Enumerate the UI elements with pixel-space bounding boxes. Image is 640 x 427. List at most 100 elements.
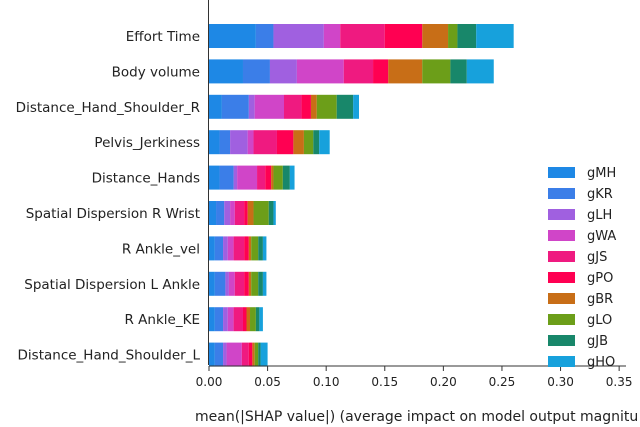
bar-pelvis-jerkiness-glh [230, 130, 248, 155]
legend-label-gjs: gJS [587, 250, 607, 265]
bar-effort-time-gbr [422, 24, 449, 48]
legend-label-glo: gLO [587, 313, 612, 328]
bar-r-ankle-ke-gkr [214, 307, 224, 332]
x-tick-label: 0.10 [313, 375, 340, 389]
bar-r-ankle-vel-gwa [227, 236, 234, 261]
bar-body-volume-glo [422, 59, 451, 84]
bar-distance-hand-shoulder-r-gmh [209, 94, 222, 119]
category-label: Distance_Hand_Shoulder_R [16, 100, 200, 116]
bar-effort-time-glh [273, 24, 324, 48]
bar-distance-hands-gho [289, 165, 295, 190]
legend-swatch-gpo [548, 272, 575, 283]
category-label: Spatial Dispersion R Wrist [26, 206, 200, 222]
bar-effort-time-gkr [255, 24, 274, 48]
bar-effort-time-glo [448, 24, 458, 48]
bar-body-volume-gmh [209, 59, 243, 84]
legend-swatch-gkr [548, 188, 575, 199]
category-label: Spatial Dispersion L Ankle [24, 277, 200, 293]
bar-distance-hand-shoulder-l-gjb [258, 342, 261, 367]
legend-swatch-gho [548, 356, 575, 367]
bar-pelvis-jerkiness-gkr [219, 130, 231, 155]
bar-spatial-dispersion-r-wrist-gjs [234, 201, 245, 225]
bar-r-ankle-vel-gkr [214, 236, 224, 261]
x-tick-label: 0.05 [254, 375, 281, 389]
bar-group [209, 24, 514, 367]
category-label: Distance_Hands [92, 171, 200, 187]
bar-pelvis-jerkiness-gmh [209, 130, 220, 155]
bar-spatial-dispersion-r-wrist-glo [253, 201, 269, 225]
legend-swatch-gmh [548, 167, 575, 178]
bar-r-ankle-ke-gjs [233, 307, 243, 332]
bar-pelvis-jerkiness-glo [303, 130, 314, 155]
bar-body-volume-gjs [343, 59, 374, 84]
bar-spatial-dispersion-r-wrist-gmh [209, 201, 217, 225]
legend-label-gpo: gPO [587, 271, 613, 286]
bar-distance-hand-shoulder-l-glh [223, 342, 227, 367]
bar-r-ankle-vel-glo [251, 236, 259, 261]
bar-body-volume-gbr [388, 59, 423, 84]
x-tick-label: 0.15 [371, 375, 398, 389]
bar-spatial-dispersion-l-ankle-gpo [244, 271, 249, 296]
bar-body-volume-glh [269, 59, 297, 84]
bar-spatial-dispersion-l-ankle-gmh [209, 271, 215, 296]
bar-spatial-dispersion-l-ankle-gho [262, 271, 267, 296]
bar-spatial-dispersion-r-wrist-gjb [268, 201, 274, 225]
x-tick-label: 0.30 [547, 375, 574, 389]
bar-spatial-dispersion-l-ankle-glh [225, 271, 229, 296]
bar-distance-hand-shoulder-l-gpo [248, 342, 253, 367]
bar-distance-hand-shoulder-r-gjb [336, 94, 354, 119]
bar-distance-hand-shoulder-r-gwa [254, 94, 284, 119]
legend-swatch-glo [548, 314, 575, 325]
bar-effort-time-gjb [457, 24, 477, 48]
bar-spatial-dispersion-l-ankle-glo [251, 271, 259, 296]
category-label: Pelvis_Jerkiness [94, 135, 200, 151]
x-tick-label: 0.25 [489, 375, 516, 389]
bar-distance-hand-shoulder-r-gpo [301, 94, 311, 119]
legend-swatch-gjb [548, 335, 575, 346]
bar-r-ankle-ke-glo [250, 307, 256, 332]
bar-r-ankle-vel-gjs [233, 236, 245, 261]
legend-label-gmh: gMH [587, 166, 616, 181]
bar-distance-hands-gwa [237, 165, 258, 190]
category-label: Effort Time [126, 29, 200, 45]
legend-label-gwa: gWA [587, 229, 616, 244]
bar-distance-hand-shoulder-r-glh [248, 94, 255, 119]
bar-r-ankle-vel-gho [262, 236, 267, 261]
bar-distance-hands-glh [233, 165, 238, 190]
bar-distance-hands-glo [273, 165, 283, 190]
bar-spatial-dispersion-r-wrist-gbr [247, 201, 254, 225]
bar-distance-hands-gkr [219, 165, 234, 190]
legend-label-gjb: gJB [587, 334, 608, 349]
bar-body-volume-gpo [373, 59, 389, 84]
legend-swatch-glh [548, 209, 575, 220]
bar-distance-hands-gpo [265, 165, 272, 190]
bar-r-ankle-ke-gwa [227, 307, 234, 332]
bar-r-ankle-vel-gmh [209, 236, 215, 261]
bar-spatial-dispersion-r-wrist-gkr [216, 201, 225, 225]
x-tick-label: 0.00 [196, 375, 223, 389]
category-labels: Effort Time Body volume Distance_Hand_Shou… [16, 29, 201, 364]
bar-distance-hand-shoulder-l-glo [254, 342, 259, 367]
bar-effort-time-gjs [340, 24, 385, 48]
bar-distance-hand-shoulder-l-gho [260, 342, 268, 367]
legend-swatch-gjs [548, 251, 575, 262]
bar-spatial-dispersion-r-wrist-glh [224, 201, 231, 225]
bar-spatial-dispersion-l-ankle-gjs [234, 271, 245, 296]
bar-body-volume-gjb [450, 59, 467, 84]
bar-spatial-dispersion-l-ankle-gbr [248, 271, 252, 296]
bar-body-volume-gkr [242, 59, 270, 84]
bar-distance-hand-shoulder-r-gjs [283, 94, 302, 119]
bar-distance-hand-shoulder-r-gbr [310, 94, 317, 119]
bar-distance-hand-shoulder-l-gbr [252, 342, 255, 367]
bar-r-ankle-vel-glh [223, 236, 228, 261]
bar-distance-hand-shoulder-r-gho [353, 94, 359, 119]
legend-label-gkr: gKR [587, 187, 613, 202]
bar-distance-hand-shoulder-l-gkr [214, 342, 224, 367]
bar-distance-hands-gjs [257, 165, 266, 190]
bar-spatial-dispersion-r-wrist-gpo [244, 201, 248, 225]
legend-swatch-gbr [548, 293, 575, 304]
bar-r-ankle-ke-gjb [255, 307, 260, 332]
bar-r-ankle-ke-gho [259, 307, 263, 332]
bar-distance-hands-gbr [271, 165, 274, 190]
legend: gMH gKR gLH gWA gJS gPO gBR gLO gJB gHO [548, 166, 616, 370]
